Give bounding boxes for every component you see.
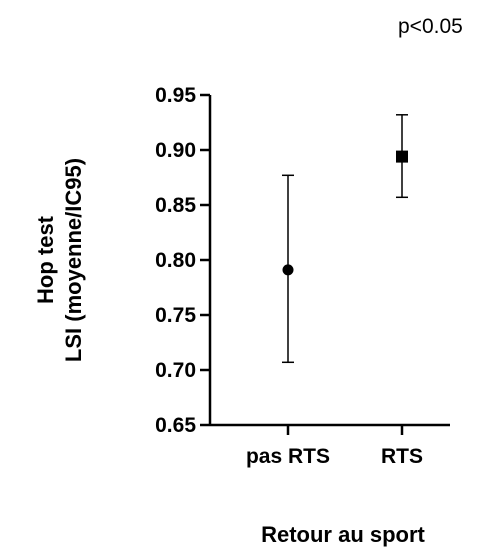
p-value-annotation: p<0.05 xyxy=(398,15,463,38)
x-tick-label: RTS xyxy=(381,445,423,468)
mean-point-circle xyxy=(282,264,294,276)
y-tick-label: 0.90 xyxy=(155,139,196,162)
data-marks xyxy=(282,114,408,364)
y-tick-label: 0.65 xyxy=(155,414,196,437)
y-axis: 0.65 0.70 0.75 0.80 0.85 0.90 0.95 xyxy=(155,84,212,437)
y-tick-label: 0.70 xyxy=(155,359,196,382)
mean-point-square xyxy=(396,150,408,163)
y-tick-label: 0.75 xyxy=(155,304,196,327)
y-axis-title-line1: Hop test xyxy=(33,215,58,304)
x-axis: pas RTS RTS xyxy=(210,423,450,468)
x-tick-label: pas RTS xyxy=(246,445,330,468)
y-tick-label: 0.85 xyxy=(155,194,196,217)
y-tick-label: 0.80 xyxy=(155,249,196,272)
x-axis-title: Retour au sport xyxy=(261,522,425,547)
y-tick-label: 0.95 xyxy=(155,84,196,107)
y-axis-title-line2: LSI (moyenne/IC95) xyxy=(61,158,86,362)
